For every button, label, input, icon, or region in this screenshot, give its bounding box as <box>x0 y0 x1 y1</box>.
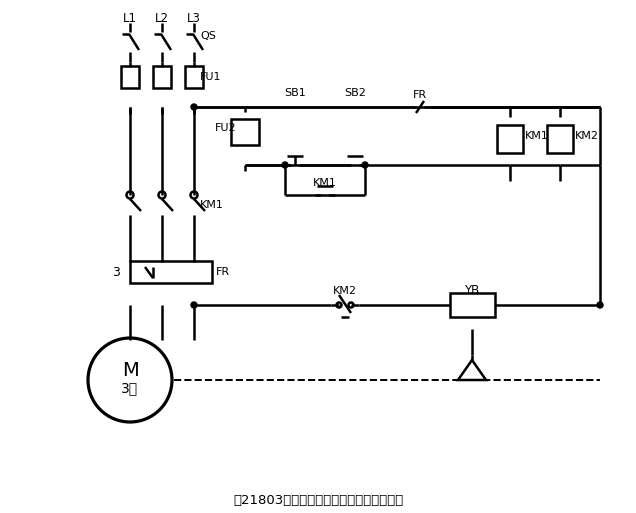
Circle shape <box>191 191 198 199</box>
Text: SB2: SB2 <box>344 88 366 98</box>
Text: M: M <box>121 361 139 380</box>
Text: KM1: KM1 <box>525 131 549 141</box>
Text: KM1: KM1 <box>200 200 224 210</box>
Text: KM1: KM1 <box>313 178 337 188</box>
Circle shape <box>336 303 342 307</box>
Text: KM2: KM2 <box>333 286 357 296</box>
Text: 3～: 3～ <box>121 381 139 395</box>
Circle shape <box>282 162 288 168</box>
Bar <box>497 125 523 153</box>
Text: QS: QS <box>200 31 216 41</box>
Bar <box>450 293 495 317</box>
Bar <box>547 125 573 153</box>
Circle shape <box>597 302 603 308</box>
Text: FR: FR <box>216 267 230 277</box>
Text: FU1: FU1 <box>200 72 221 82</box>
Circle shape <box>191 104 197 110</box>
Bar <box>121 66 139 88</box>
Circle shape <box>349 303 354 307</box>
Text: 图21803防止电磁抱闸延时的制动控制线路: 图21803防止电磁抱闸延时的制动控制线路 <box>233 494 403 506</box>
Text: FR: FR <box>413 90 427 100</box>
Text: SB1: SB1 <box>284 88 306 98</box>
Circle shape <box>158 191 165 199</box>
Bar <box>185 66 203 88</box>
Circle shape <box>88 338 172 422</box>
Bar <box>153 66 171 88</box>
Circle shape <box>191 302 197 308</box>
Text: FU2: FU2 <box>215 123 237 133</box>
Polygon shape <box>458 360 486 380</box>
Bar <box>130 261 212 283</box>
Circle shape <box>127 191 134 199</box>
Text: YB: YB <box>464 285 480 298</box>
Text: L3: L3 <box>187 11 201 25</box>
Circle shape <box>127 377 133 383</box>
Text: KM2: KM2 <box>575 131 599 141</box>
Text: L2: L2 <box>155 11 169 25</box>
Circle shape <box>362 162 368 168</box>
Bar <box>231 119 259 145</box>
Text: L1: L1 <box>123 11 137 25</box>
Text: 3: 3 <box>112 266 120 279</box>
